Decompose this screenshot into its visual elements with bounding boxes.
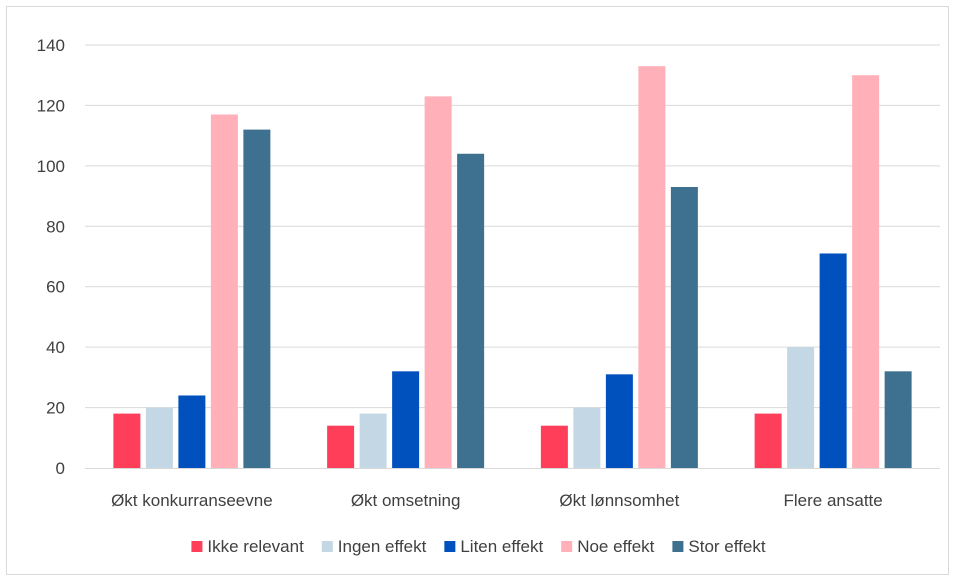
bar-ikke-relevant (327, 425, 355, 468)
y-tick-label: 120 (37, 96, 65, 115)
legend-swatch (561, 541, 573, 552)
legend-swatch (321, 541, 333, 552)
y-tick-label: 40 (46, 338, 65, 357)
x-category-label: Økt lønnsomhet (559, 491, 679, 510)
legend-label: Stor effekt (688, 537, 765, 556)
legend-swatch (191, 541, 203, 552)
bar-stor-effekt (457, 153, 485, 468)
bar-ikke-relevant (754, 413, 782, 468)
legend-label: Ikke relevant (207, 537, 304, 556)
bar-liten-effekt (605, 374, 633, 468)
y-tick-label: 100 (37, 157, 65, 176)
bar-ikke-relevant (540, 425, 568, 468)
bar-ingen-effekt (359, 413, 387, 468)
bar-stor-effekt (670, 187, 698, 468)
bar-noe-effekt (424, 96, 452, 468)
y-axis-ticks: 0 20 40 60 80 100 120 140 (37, 36, 65, 478)
legend-swatch (444, 541, 456, 552)
bar-liten-effekt (392, 371, 420, 468)
y-tick-label: 140 (37, 36, 65, 55)
bar-stor-effekt (884, 371, 912, 468)
bar-liten-effekt (819, 253, 847, 468)
y-tick-label: 80 (46, 217, 65, 236)
x-axis-category-labels: Økt konkurranseevne Økt omsetning Økt lønn… (111, 491, 883, 510)
legend-item: Liten effekt (444, 537, 543, 556)
legend-item: Stor effekt (672, 537, 766, 556)
chart-frame: 0 20 40 60 80 100 120 140 Økt konkurranseevne Øk… (6, 6, 949, 575)
legend-label: Ingen effekt (338, 537, 427, 556)
y-tick-label: 60 (46, 278, 65, 297)
legend-label: Liten effekt (460, 537, 543, 556)
legend-label: Noe effekt (577, 537, 654, 556)
legend-item: Ingen effekt (321, 537, 427, 556)
x-category-label: Flere ansatte (784, 491, 883, 510)
bars (113, 66, 912, 469)
y-tick-label: 20 (46, 399, 65, 418)
legend-swatch (672, 541, 684, 552)
legend-item: Noe effekt (561, 537, 655, 556)
bar-ingen-effekt (145, 407, 173, 468)
bar-stor-effekt (243, 129, 271, 468)
bar-ingen-effekt (787, 347, 815, 468)
bar-liten-effekt (178, 395, 206, 468)
y-tick-label: 0 (56, 459, 65, 478)
bar-ingen-effekt (573, 407, 601, 468)
x-category-label: Økt omsetning (351, 491, 461, 510)
bar-noe-effekt (852, 75, 880, 468)
x-category-label: Økt konkurranseevne (111, 491, 273, 510)
bar-noe-effekt (638, 66, 666, 469)
legend-item: Ikke relevant (191, 537, 304, 556)
bar-ikke-relevant (113, 413, 141, 468)
bar-noe-effekt (210, 114, 238, 468)
legend: Ikke relevant Ingen effekt Liten effekt Noe… (191, 537, 766, 556)
